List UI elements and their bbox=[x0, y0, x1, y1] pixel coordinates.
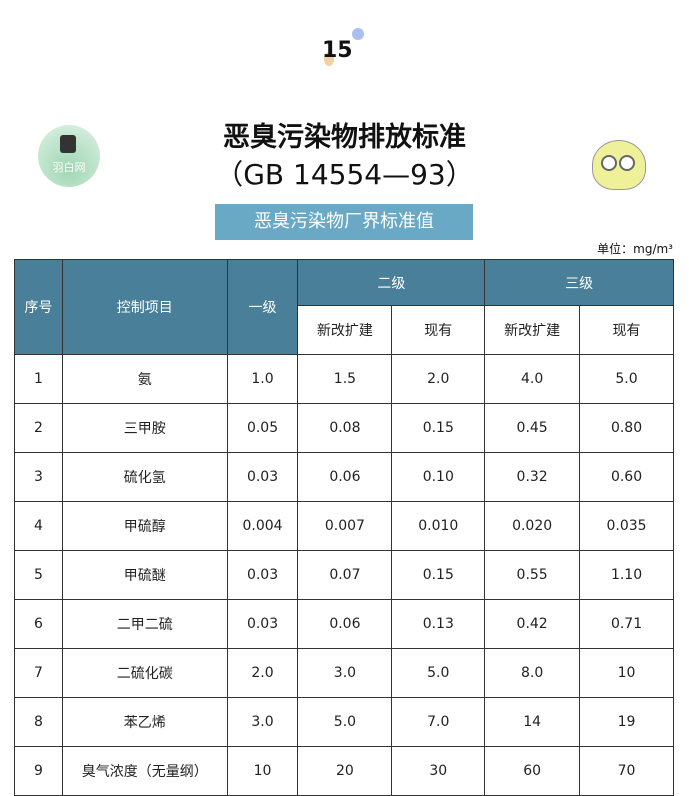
cell-level2-new: 1.5 bbox=[297, 354, 393, 404]
cell-item: 氨 bbox=[61, 354, 228, 404]
cell-level1: 0.05 bbox=[226, 403, 299, 453]
page-number: 15 bbox=[322, 38, 353, 63]
cell-level2-new: 0.007 bbox=[297, 501, 393, 551]
table-row: 9 臭气浓度（无量纲） 10 20 30 60 70 bbox=[14, 746, 674, 796]
cell-level2-new: 20 bbox=[297, 746, 393, 796]
cell-no: 9 bbox=[14, 746, 63, 796]
logo-text: 羽白网 bbox=[52, 161, 86, 174]
cell-level2-new: 5.0 bbox=[297, 697, 393, 747]
table-row: 7 二硫化碳 2.0 3.0 5.0 8.0 10 bbox=[14, 648, 674, 698]
cell-level3-existing: 0.60 bbox=[579, 452, 674, 502]
cell-item: 甲硫醚 bbox=[61, 550, 228, 600]
cell-level3-new: 14 bbox=[484, 697, 581, 747]
table-row: 4 甲硫醇 0.004 0.007 0.010 0.020 0.035 bbox=[14, 501, 674, 551]
cell-level3-new: 8.0 bbox=[484, 648, 581, 698]
header-level1: 一级 bbox=[226, 259, 299, 355]
table-row: 3 硫化氢 0.03 0.06 0.10 0.32 0.60 bbox=[14, 452, 674, 502]
cell-level1: 2.0 bbox=[226, 648, 299, 698]
cell-level2-existing: 0.15 bbox=[391, 403, 486, 453]
decor-dot bbox=[352, 28, 364, 40]
cell-level3-existing: 5.0 bbox=[579, 354, 674, 404]
cell-level2-existing: 0.15 bbox=[391, 550, 486, 600]
cell-level3-new: 60 bbox=[484, 746, 581, 796]
cell-level3-existing: 70 bbox=[579, 746, 674, 796]
header-level2-new: 新改扩建 bbox=[297, 305, 393, 355]
cell-item: 硫化氢 bbox=[61, 452, 228, 502]
cell-level2-new: 0.07 bbox=[297, 550, 393, 600]
cell-level1: 3.0 bbox=[226, 697, 299, 747]
mascot-image bbox=[592, 140, 646, 190]
cell-level1: 1.0 bbox=[226, 354, 299, 404]
cell-no: 4 bbox=[14, 501, 63, 551]
cell-no: 8 bbox=[14, 697, 63, 747]
header-level3: 三级 bbox=[484, 259, 674, 306]
decor-dot bbox=[324, 52, 334, 66]
table-row: 1 氨 1.0 1.5 2.0 4.0 5.0 bbox=[14, 354, 674, 404]
cell-level1: 0.03 bbox=[226, 452, 299, 502]
header-level2: 二级 bbox=[297, 259, 486, 306]
cell-no: 6 bbox=[14, 599, 63, 649]
cell-level3-new: 0.020 bbox=[484, 501, 581, 551]
cell-level2-existing: 2.0 bbox=[391, 354, 486, 404]
cell-level1: 0.03 bbox=[226, 550, 299, 600]
cell-level3-existing: 10 bbox=[579, 648, 674, 698]
cell-level3-new: 0.45 bbox=[484, 403, 581, 453]
cell-level3-existing: 1.10 bbox=[579, 550, 674, 600]
logo: 羽白网 bbox=[38, 125, 100, 187]
cell-no: 2 bbox=[14, 403, 63, 453]
cell-no: 1 bbox=[14, 354, 63, 404]
section-banner: 恶臭污染物厂界标准值 bbox=[215, 204, 473, 240]
cell-level2-new: 0.06 bbox=[297, 599, 393, 649]
table-row: 8 苯乙烯 3.0 5.0 7.0 14 19 bbox=[14, 697, 674, 747]
cell-level2-existing: 7.0 bbox=[391, 697, 486, 747]
cell-level2-existing: 0.10 bbox=[391, 452, 486, 502]
logo-mark-icon bbox=[60, 135, 76, 153]
cell-level3-new: 0.32 bbox=[484, 452, 581, 502]
table-row: 6 二甲二硫 0.03 0.06 0.13 0.42 0.71 bbox=[14, 599, 674, 649]
header-level2-existing: 现有 bbox=[391, 305, 486, 355]
cell-level1: 0.004 bbox=[226, 501, 299, 551]
cell-level3-new: 0.42 bbox=[484, 599, 581, 649]
cell-level3-existing: 0.71 bbox=[579, 599, 674, 649]
cell-level2-existing: 0.010 bbox=[391, 501, 486, 551]
cell-no: 7 bbox=[14, 648, 63, 698]
cell-level3-existing: 19 bbox=[579, 697, 674, 747]
header-no: 序号 bbox=[14, 259, 63, 355]
cell-level3-new: 0.55 bbox=[484, 550, 581, 600]
header-item: 控制项目 bbox=[61, 259, 228, 355]
cell-item: 二甲二硫 bbox=[61, 599, 228, 649]
cell-item: 苯乙烯 bbox=[61, 697, 228, 747]
cell-level1: 0.03 bbox=[226, 599, 299, 649]
cell-level2-existing: 30 bbox=[391, 746, 486, 796]
header-level3-existing: 现有 bbox=[579, 305, 674, 355]
table-row: 2 三甲胺 0.05 0.08 0.15 0.45 0.80 bbox=[14, 403, 674, 453]
cell-level3-new: 4.0 bbox=[484, 354, 581, 404]
cell-item: 三甲胺 bbox=[61, 403, 228, 453]
cell-level2-new: 0.08 bbox=[297, 403, 393, 453]
table-row: 5 甲硫醚 0.03 0.07 0.15 0.55 1.10 bbox=[14, 550, 674, 600]
cell-no: 5 bbox=[14, 550, 63, 600]
cell-level2-existing: 5.0 bbox=[391, 648, 486, 698]
cell-level2-existing: 0.13 bbox=[391, 599, 486, 649]
cell-item: 臭气浓度（无量纲） bbox=[61, 746, 228, 796]
cell-level2-new: 3.0 bbox=[297, 648, 393, 698]
page-subtitle: （GB 14554—93） bbox=[215, 158, 474, 191]
cell-item: 二硫化碳 bbox=[61, 648, 228, 698]
unit-label: 单位：mg/m³ bbox=[597, 242, 673, 256]
cell-no: 3 bbox=[14, 452, 63, 502]
header-level3-new: 新改扩建 bbox=[484, 305, 581, 355]
standards-table: 序号 控制项目 一级 二级 三级 新改扩建 现有 新改扩建 现有 1 氨 1.0 1.… bbox=[14, 259, 674, 796]
cell-level3-existing: 0.80 bbox=[579, 403, 674, 453]
cell-item: 甲硫醇 bbox=[61, 501, 228, 551]
cell-level3-existing: 0.035 bbox=[579, 501, 674, 551]
page-title: 恶臭污染物排放标准 bbox=[223, 122, 466, 153]
cell-level1: 10 bbox=[226, 746, 299, 796]
cell-level2-new: 0.06 bbox=[297, 452, 393, 502]
